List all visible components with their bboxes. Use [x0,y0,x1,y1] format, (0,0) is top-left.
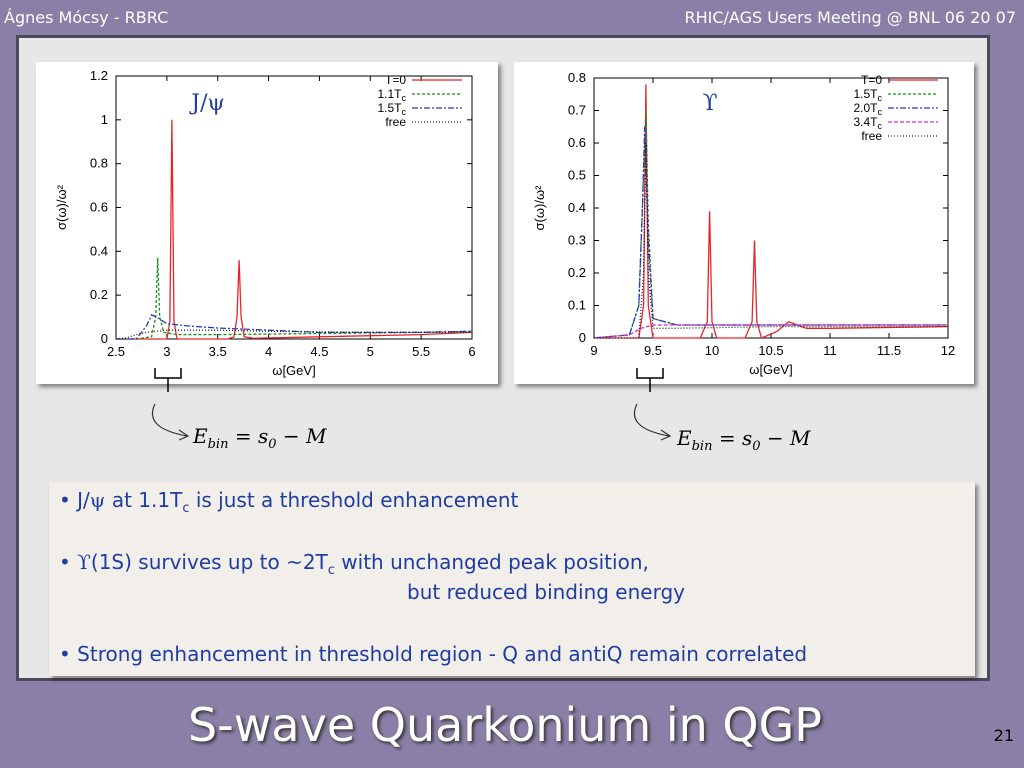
y-tick-label: 0 [579,330,586,345]
legend-label: 2.0Tc [853,101,882,117]
x-tick-label: 9 [590,343,597,358]
legend-label: 1.5Tc [377,101,406,117]
series-line-1 [116,257,473,340]
bracket-icon-right [636,368,664,392]
y-tick-label: 0.3 [568,233,586,248]
binding-energy-formula-right: Ebin = s0 − M [677,426,811,454]
y-tick-label: 0.8 [90,156,108,171]
jpsi-plot-panel: 2.5 3 3.5 4 4.5 5 5.5 6 0 0.2 0.4 0.6 0.8 1 1.2 ω[GeV] σ… [36,62,498,384]
x-tick-label: 2.5 [107,344,125,359]
legend-label: 1.1Tc [377,87,406,103]
x-tick-label: 12 [941,343,955,358]
series-line-3 [115,329,472,340]
author-label: Ágnes Mócsy - RBRC [4,8,169,27]
x-tick-label: 11.5 [877,343,901,358]
y-tick-label: 0.5 [568,168,586,183]
jpsi-chart: 2.5 3 3.5 4 4.5 5 5.5 6 0 0.2 0.4 0.6 0.8 1 1.2 ω[GeV] σ… [54,68,476,378]
series-line-2 [593,126,948,339]
y-tick-label: 0.2 [568,265,586,280]
bullet-threshold: • Strong enhancement in threshold region… [59,642,808,666]
legend-label: T=0 [861,73,882,87]
legend-label: 3.4Tc [853,115,882,131]
upsilon-chart: 9 9.5 10 10.5 11 11.5 12 0 0.1 0.2 0.3 0.4 0.5 0.6 0.7… [532,70,955,377]
y-tick-label: 0.8 [568,70,586,85]
y-tick-label: 0 [101,331,108,346]
bullet-upsilon: • ϒ(1S) survives up to ~2Tc with unchang… [59,550,649,578]
legend-label: free [385,115,406,129]
x-tick-label: 11 [823,343,837,358]
y-tick-label: 0.4 [90,243,108,258]
legend-label: free [861,129,882,143]
bullet-jpsi: • J/ψ at 1.1Tc is just a threshold enhan… [59,488,519,516]
x-axis-label: ω[GeV] [749,362,792,377]
page-number: 21 [993,726,1014,745]
binding-energy-formula-left: Ebin = s0 − M [193,424,327,452]
x-tick-label: 4.5 [310,344,328,359]
legend-label: 1.5Tc [853,87,882,103]
y-tick-label: 0.7 [568,103,586,118]
y-tick-label: 1.2 [90,68,108,83]
x-tick-label: 10.5 [758,343,783,358]
series-line-0 [116,119,473,340]
y-axis-label: σ(ω)/ω² [532,185,547,231]
y-tick-label: 0.6 [568,135,586,150]
series-line-3 [593,324,948,339]
y-tick-label: 0.6 [90,200,108,215]
slide-title: S-wave Quarkonium in QGP [187,698,823,752]
x-tick-label: 5.5 [412,344,430,359]
y-tick-label: 0.2 [90,287,108,302]
y-axis-label: σ(ω)/ω² [54,184,69,230]
x-tick-label: 3.5 [209,344,227,359]
x-tick-label: 6 [468,344,475,359]
bracket-icon-left [154,368,182,392]
summary-textbox: • J/ψ at 1.1Tc is just a threshold enhan… [49,482,975,676]
x-tick-label: 10 [705,343,719,358]
plot-name-label: ϒ [702,91,717,116]
plot-frame [115,75,473,340]
series-line-2 [116,314,473,340]
upsilon-plot-panel: 9 9.5 10 10.5 11 11.5 12 0 0.1 0.2 0.3 0.4 0.5 0.6 0.7… [514,62,974,384]
curved-arrow-icon-right [633,403,672,441]
series-line-4 [594,142,948,339]
y-tick-label: 0.1 [568,298,586,313]
curved-arrow-icon-left [151,403,190,441]
y-tick-label: 1 [101,112,108,127]
event-label: RHIC/AGS Users Meeting @ BNL 06 20 07 [684,8,1017,27]
x-tick-label: 5 [367,344,374,359]
x-tick-label: 4 [265,344,272,359]
x-tick-label: 3 [163,344,170,359]
y-tick-label: 0.4 [568,200,586,215]
slide-frame: 2.5 3 3.5 4 4.5 5 5.5 6 0 0.2 0.4 0.6 0.8 1 1.2 ω[GeV] σ… [16,35,990,681]
x-axis-label: ω[GeV] [272,363,315,378]
bullet-upsilon-continuation: but reduced binding energy [407,580,685,604]
x-tick-label: 9.5 [644,343,662,358]
plot-name-label: J/ψ [189,91,224,116]
legend-label: T=0 [385,73,406,87]
